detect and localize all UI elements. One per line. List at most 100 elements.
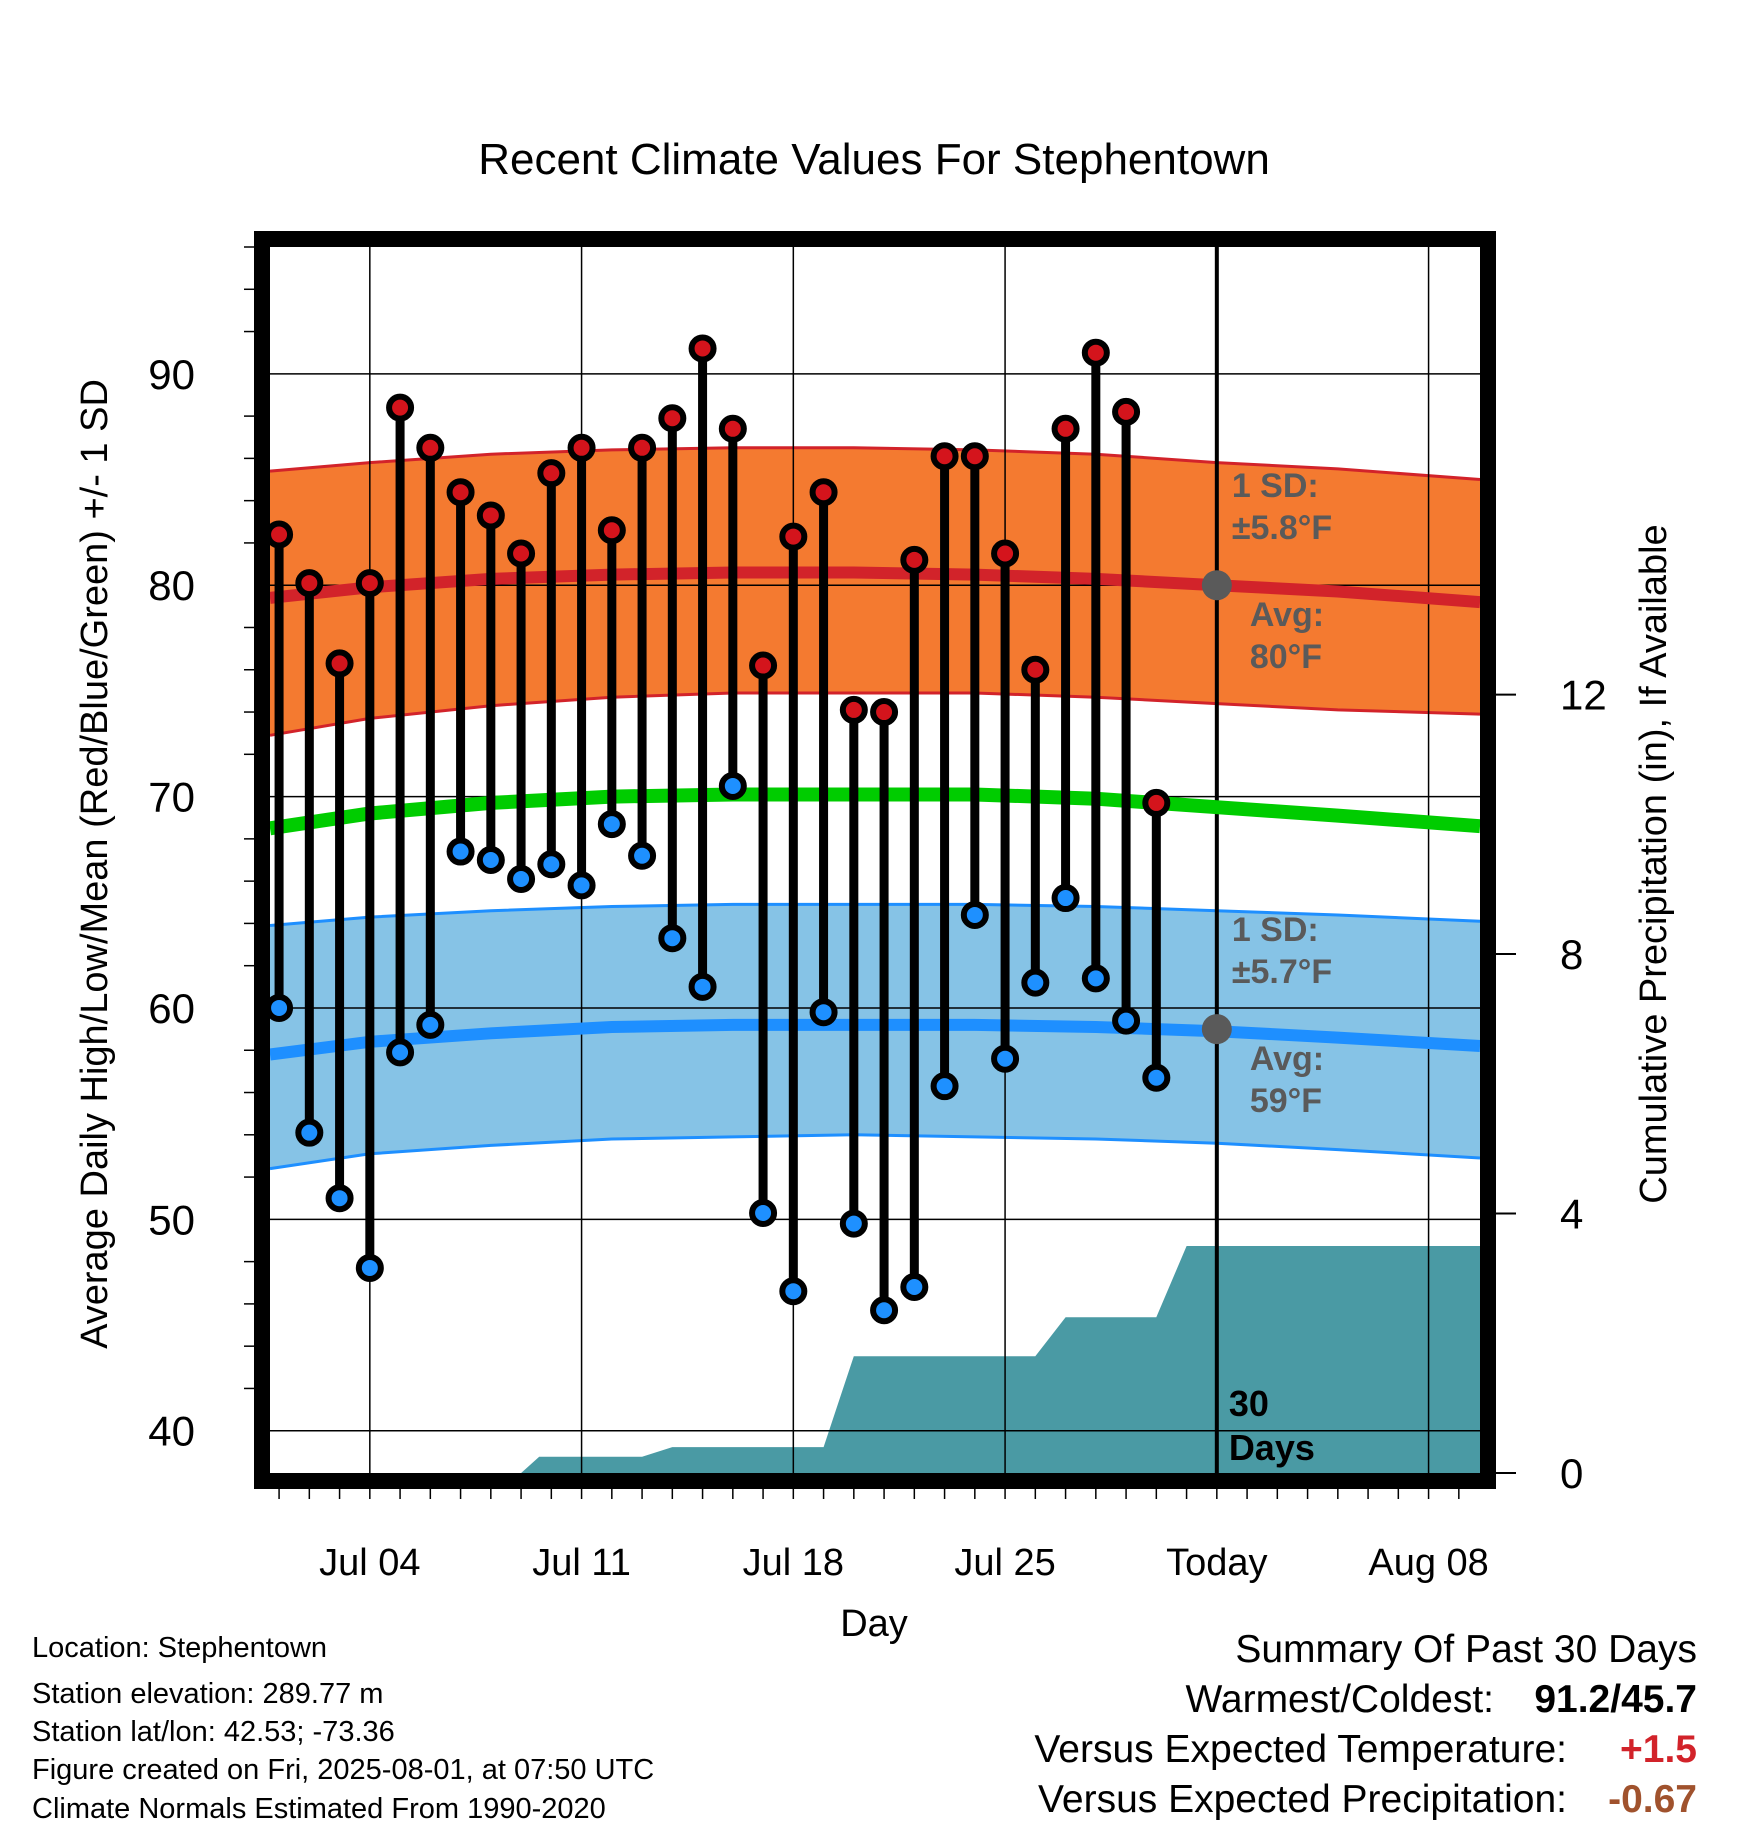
precipitation-area [270,1246,1480,1473]
daily-high-point [295,569,324,598]
daily-high-point [628,433,657,462]
daily-high-point [900,545,929,574]
footer-location: Location: Stephentown [32,1632,327,1664]
summary-temp-label: Versus Expected Temperature: [1034,1728,1567,1771]
summary-temp-value: +1.5 [1620,1728,1697,1771]
normal-annotations: 1 SD: ±5.8°F Avg: 80°F 1 SD: ±5.7°F Avg: 59°F 30… [1201,467,1332,1468]
y-tick-label: 60 [148,985,195,1032]
high-sd-upper-edge [269,446,1481,481]
daily-high-point [718,414,747,443]
summary-panel: Summary Of Past 30 Days Warmest/Coldest:… [1034,1628,1697,1821]
y2-tick-label: 12 [1560,672,1607,719]
daily-high-point [839,695,868,724]
y-tick-label: 90 [148,351,195,398]
daily-high-point [355,569,384,598]
summary-warm-cold-value: 91.2/45.7 [1534,1678,1697,1721]
daily-range-sticks [274,348,1161,1311]
summary-precip-value: -0.67 [1608,1778,1697,1821]
high-avg-annotation: 80°F [1250,638,1322,676]
low-avg-annotation: 59°F [1250,1082,1322,1120]
y-tick-label: 80 [148,562,195,609]
daily-high-point [749,651,778,680]
daily-high-point [779,522,808,551]
daily-low-point [386,1038,415,1067]
daily-low-point [1081,964,1110,993]
low-average-marker [1201,1014,1232,1045]
daily-high-point [416,433,445,462]
daily-high-point [1081,338,1110,367]
daily-low-point [718,772,747,801]
y-axis-label: Average Daily High/Low/Mean (Red/Blue/Gr… [74,379,116,1349]
y2-tick-label: 0 [1560,1450,1583,1497]
daily-low-point [870,1296,899,1325]
daily-low-point [991,1044,1020,1073]
x-tick-label: Jul 04 [319,1542,420,1584]
daily-low-point [476,846,505,874]
daily-high-point [597,516,626,545]
daily-temperature-points [265,334,1171,1325]
low-sd-band [270,904,1480,1169]
daily-high-point [386,393,415,422]
daily-low-point [416,1010,445,1039]
daily-low-point [1112,1006,1141,1035]
high-sd-annotation: ±5.8°F [1232,509,1332,547]
daily-high-point [960,442,989,471]
low-sd-annotation: 1 SD: [1232,911,1319,949]
y2-tick-label: 8 [1560,931,1583,978]
daily-high-point [991,539,1020,568]
daily-high-point [809,478,838,507]
daily-high-point [1021,655,1050,684]
daily-high-point [658,404,687,433]
high-avg-annotation: Avg: [1250,596,1324,634]
low-sd-annotation: ±5.7°F [1232,953,1332,991]
footer-normals: Climate Normals Estimated From 1990-2020 [32,1793,606,1825]
daily-low-point [1142,1063,1171,1092]
daily-low-point [779,1277,808,1306]
normal-bands [269,446,1481,1171]
x-tick-label: Today [1166,1542,1267,1584]
daily-low-point [1021,968,1050,997]
precip-cumulative-area [270,1246,1480,1473]
daily-low-point [960,900,989,929]
daily-low-point [295,1118,324,1147]
y2-axis-label: Cumulative Precipitation (in), If Availa… [1633,524,1675,1203]
daily-low-point [809,998,838,1027]
daily-low-point [355,1253,384,1282]
x-tick-label: Jul 18 [743,1542,844,1584]
daily-low-point [265,993,294,1022]
y2-tick-label: 4 [1560,1191,1583,1238]
daily-low-point [749,1199,778,1228]
today-window-label: 30 [1229,1383,1269,1424]
plot-frame [254,231,1496,1489]
daily-high-point [325,649,354,678]
footer-info: Location: Stephentown Station elevation:… [32,1632,654,1825]
footer-elevation: Station elevation: 289.77 m [32,1678,383,1710]
daily-high-point [1051,414,1080,443]
summary-precip-label: Versus Expected Precipitation: [1038,1778,1567,1821]
plot-border [254,231,1496,1489]
daily-low-point [1051,884,1080,913]
daily-low-point [325,1184,354,1213]
daily-high-point [446,478,475,507]
high-average-marker [1201,570,1232,601]
daily-high-point [1112,397,1141,426]
daily-high-point [476,501,505,530]
daily-high-point [870,698,899,727]
footer-created: Figure created on Fri, 2025-08-01, at 07… [32,1754,654,1786]
daily-high-point [688,334,717,363]
high-sd-lower-edge [269,691,1481,737]
low-avg-annotation: Avg: [1250,1040,1324,1078]
daily-low-point [628,841,657,870]
x-tick-label: Aug 08 [1368,1542,1488,1584]
footer-latlon: Station lat/lon: 42.53; -73.36 [32,1716,395,1748]
summary-title: Summary Of Past 30 Days [1235,1628,1697,1671]
y-tick-label: 40 [148,1408,195,1455]
daily-high-point [930,442,959,471]
daily-high-point [507,539,536,568]
high-sd-band [270,447,1480,736]
daily-low-point [507,865,536,894]
daily-low-point [658,924,687,953]
x-axis-label: Day [840,1603,908,1645]
